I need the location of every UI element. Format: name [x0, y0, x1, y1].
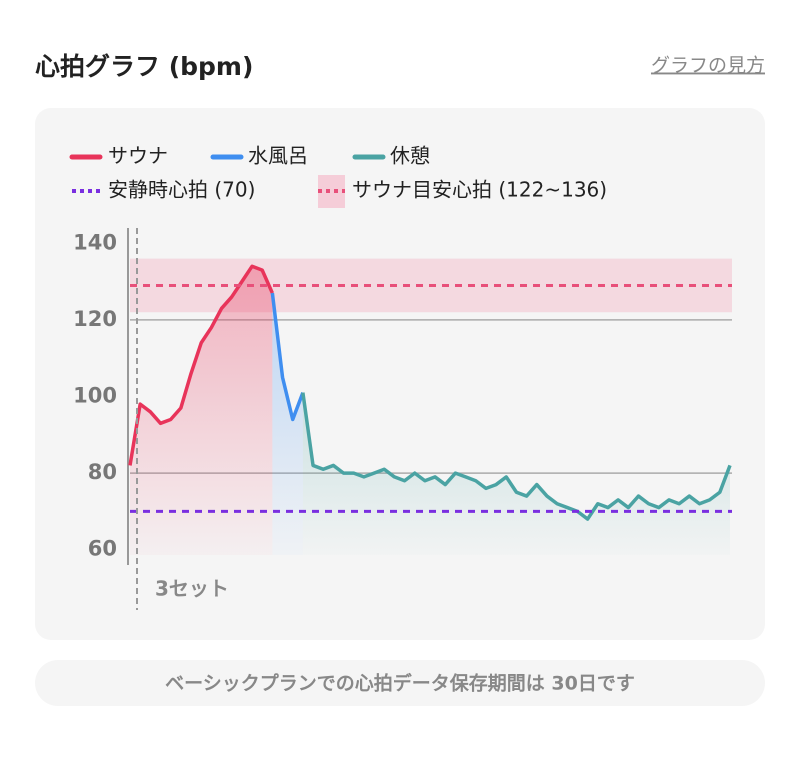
y-tick-label: 100 [73, 384, 117, 408]
line [128, 264, 274, 466]
line [270, 292, 305, 422]
footer-note: ベーシックプランでの心拍データ保存期間は 30日です [165, 672, 635, 695]
y-tick-label: 120 [73, 307, 117, 331]
legend-label: サウナ目安心拍 (122~136) [352, 178, 607, 202]
title: 心拍グラフ (bpm) [35, 52, 253, 81]
area [302, 392, 730, 555]
area [130, 266, 273, 555]
legend-swatch [318, 175, 345, 208]
legend-label: 水風呂 [248, 144, 308, 168]
set-label: 3セット [155, 577, 229, 601]
help-link[interactable]: グラフの見方 [651, 55, 765, 77]
legend-label: サウナ [108, 144, 168, 168]
footer-pill [35, 660, 765, 706]
y-tick-label: 80 [88, 460, 117, 484]
y-tick-label: 60 [88, 537, 117, 561]
y-tick-label: 140 [73, 230, 117, 254]
legend-label: 休憩 [390, 144, 430, 168]
legend-label: 安静時心拍 (70) [108, 178, 255, 202]
line [301, 392, 732, 521]
